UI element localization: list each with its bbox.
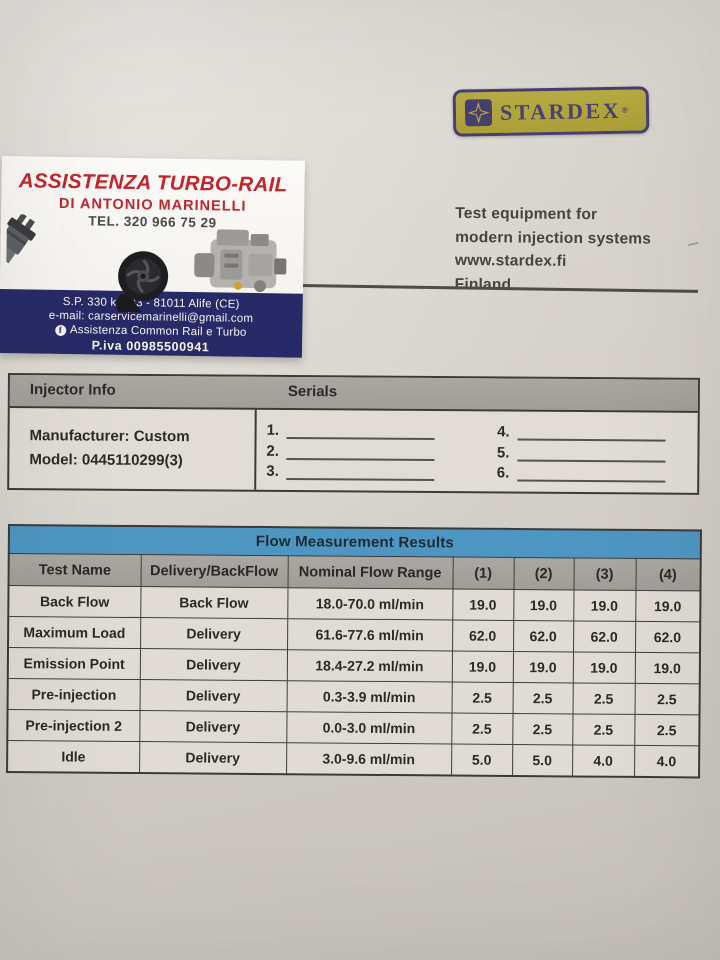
cell-value-2: 2.5 bbox=[512, 682, 573, 714]
col-header-1: (1) bbox=[452, 556, 514, 590]
table-row: Idle Delivery 3.0-9.6 ml/min 5.0 5.0 4.0… bbox=[7, 740, 700, 778]
business-card: ASSISTENZA TURBO-RAIL DI ANTONIO MARINEL… bbox=[0, 156, 305, 358]
col-header-4: (4) bbox=[635, 558, 701, 591]
flow-results-table: Flow Measurement Results Test Name Deliv… bbox=[6, 524, 703, 779]
cell-value-4: 62.0 bbox=[635, 621, 701, 653]
cell-value-3: 19.0 bbox=[573, 589, 636, 622]
cell-test-name: Back Flow bbox=[8, 585, 141, 618]
injector-info-body: Manufacturer: Custom Model: 0445110299(3… bbox=[9, 408, 698, 493]
model-value: Model: 0445110299(3) bbox=[29, 451, 183, 470]
serial-blank-line bbox=[286, 464, 435, 481]
col-header-2: (2) bbox=[513, 557, 574, 590]
serial-blank-line bbox=[286, 444, 435, 461]
stardex-star-icon bbox=[464, 99, 493, 127]
cell-range: 18.4-27.2 ml/min bbox=[286, 649, 453, 682]
cell-value-4: 2.5 bbox=[634, 714, 700, 746]
cell-test-name: Emission Point bbox=[7, 647, 141, 680]
cell-test-name: Maximum Load bbox=[8, 616, 141, 649]
cell-range: 18.0-70.0 ml/min bbox=[287, 587, 453, 620]
injector-identity: Manufacturer: Custom Model: 0445110299(3… bbox=[9, 408, 257, 490]
cell-value-3: 4.0 bbox=[572, 744, 635, 777]
registered-trademark-symbol: ® bbox=[621, 105, 628, 115]
serials-title: Serials bbox=[287, 382, 338, 401]
cell-value-2: 5.0 bbox=[512, 744, 573, 777]
stardex-logo-badge: STARDEX ® bbox=[452, 86, 650, 137]
cell-value-1: 62.0 bbox=[452, 619, 514, 652]
cell-value-4: 19.0 bbox=[634, 652, 701, 684]
serial-entry: 4. bbox=[497, 420, 682, 442]
manufacturer-value: Manufacturer: Custom bbox=[29, 427, 190, 446]
injector-info-header: Injector Info Serials bbox=[9, 375, 698, 413]
flow-table-header-row: Test Name Delivery/BackFlow Nominal Flow… bbox=[8, 553, 701, 591]
cell-range: 3.0-9.6 ml/min bbox=[286, 742, 452, 776]
serial-entry: 6. bbox=[497, 461, 682, 483]
cell-value-4: 4.0 bbox=[634, 745, 700, 778]
cell-value-3: 2.5 bbox=[572, 713, 635, 746]
serial-entry: 3. bbox=[266, 459, 451, 481]
tagline-line: Test equipment for bbox=[455, 204, 598, 224]
cell-value-2: 2.5 bbox=[512, 713, 573, 745]
cell-value-1: 2.5 bbox=[451, 712, 513, 745]
flow-results-section: Flow Measurement Results Test Name Deliv… bbox=[6, 524, 703, 779]
cell-value-3: 2.5 bbox=[572, 682, 635, 715]
cell-value-1: 19.0 bbox=[451, 650, 514, 683]
cell-range: 0.0-3.0 ml/min bbox=[286, 711, 452, 744]
cell-value-1: 5.0 bbox=[451, 743, 513, 776]
cell-range: 0.3-3.9 ml/min bbox=[286, 680, 452, 713]
cell-value-4: 2.5 bbox=[634, 683, 700, 715]
cell-test-name: Pre-injection 2 bbox=[7, 709, 140, 742]
tagline-line: www.stardex.fi bbox=[454, 251, 567, 270]
injector-info-title: Injector Info bbox=[29, 381, 116, 399]
tagline-line: Finland bbox=[454, 275, 512, 293]
serial-blank-line bbox=[516, 466, 665, 483]
col-header-nominal-range: Nominal Flow Range bbox=[287, 555, 453, 589]
cell-mode: Delivery bbox=[139, 710, 287, 743]
serial-entry: 1. bbox=[267, 419, 452, 441]
serial-entry: 2. bbox=[266, 439, 451, 461]
cell-test-name: Idle bbox=[7, 740, 140, 774]
cell-value-4: 19.0 bbox=[635, 590, 701, 622]
injector-image bbox=[0, 212, 127, 307]
col-header-test-name: Test Name bbox=[8, 553, 141, 587]
cell-value-2: 19.0 bbox=[513, 589, 574, 621]
cell-test-name: Pre-injection bbox=[7, 678, 140, 711]
cell-value-2: 62.0 bbox=[513, 620, 574, 652]
injector-info-table: Injector Info Serials Manufacturer: Cust… bbox=[7, 373, 700, 495]
serial-entry: 5. bbox=[497, 441, 682, 463]
serial-blank-line bbox=[286, 424, 435, 441]
facebook-icon: f bbox=[54, 324, 67, 336]
cell-mode: Delivery bbox=[139, 648, 288, 681]
tagline-line: modern injection systems bbox=[455, 228, 652, 248]
serial-blank-line bbox=[517, 425, 666, 442]
cell-value-3: 19.0 bbox=[572, 651, 636, 684]
cell-value-3: 62.0 bbox=[573, 620, 636, 653]
stardex-tagline: Test equipment for modern injection syst… bbox=[455, 202, 706, 298]
serial-blank-line bbox=[516, 446, 665, 463]
cell-range: 61.6-77.6 ml/min bbox=[287, 618, 453, 651]
card-facebook-label: Assistenza Common Rail e Turbo bbox=[69, 324, 247, 339]
card-title: ASSISTENZA TURBO-RAIL bbox=[18, 169, 288, 197]
col-header-3: (3) bbox=[573, 557, 636, 591]
cell-mode: Delivery bbox=[139, 679, 287, 712]
cell-value-2: 19.0 bbox=[512, 651, 574, 683]
cell-mode: Delivery bbox=[140, 617, 288, 650]
col-header-delivery-backflow: Delivery/BackFlow bbox=[140, 554, 288, 588]
stardex-logo-text: STARDEX bbox=[499, 97, 622, 125]
injection-pump-image bbox=[186, 223, 295, 308]
cell-mode: Back Flow bbox=[140, 586, 288, 619]
cell-value-1: 19.0 bbox=[452, 588, 514, 621]
cell-mode: Delivery bbox=[139, 741, 287, 775]
turbo-image bbox=[102, 242, 179, 324]
serials-grid: 1. 2. 3. 4. 5. bbox=[256, 410, 698, 493]
cell-value-1: 2.5 bbox=[451, 681, 513, 714]
